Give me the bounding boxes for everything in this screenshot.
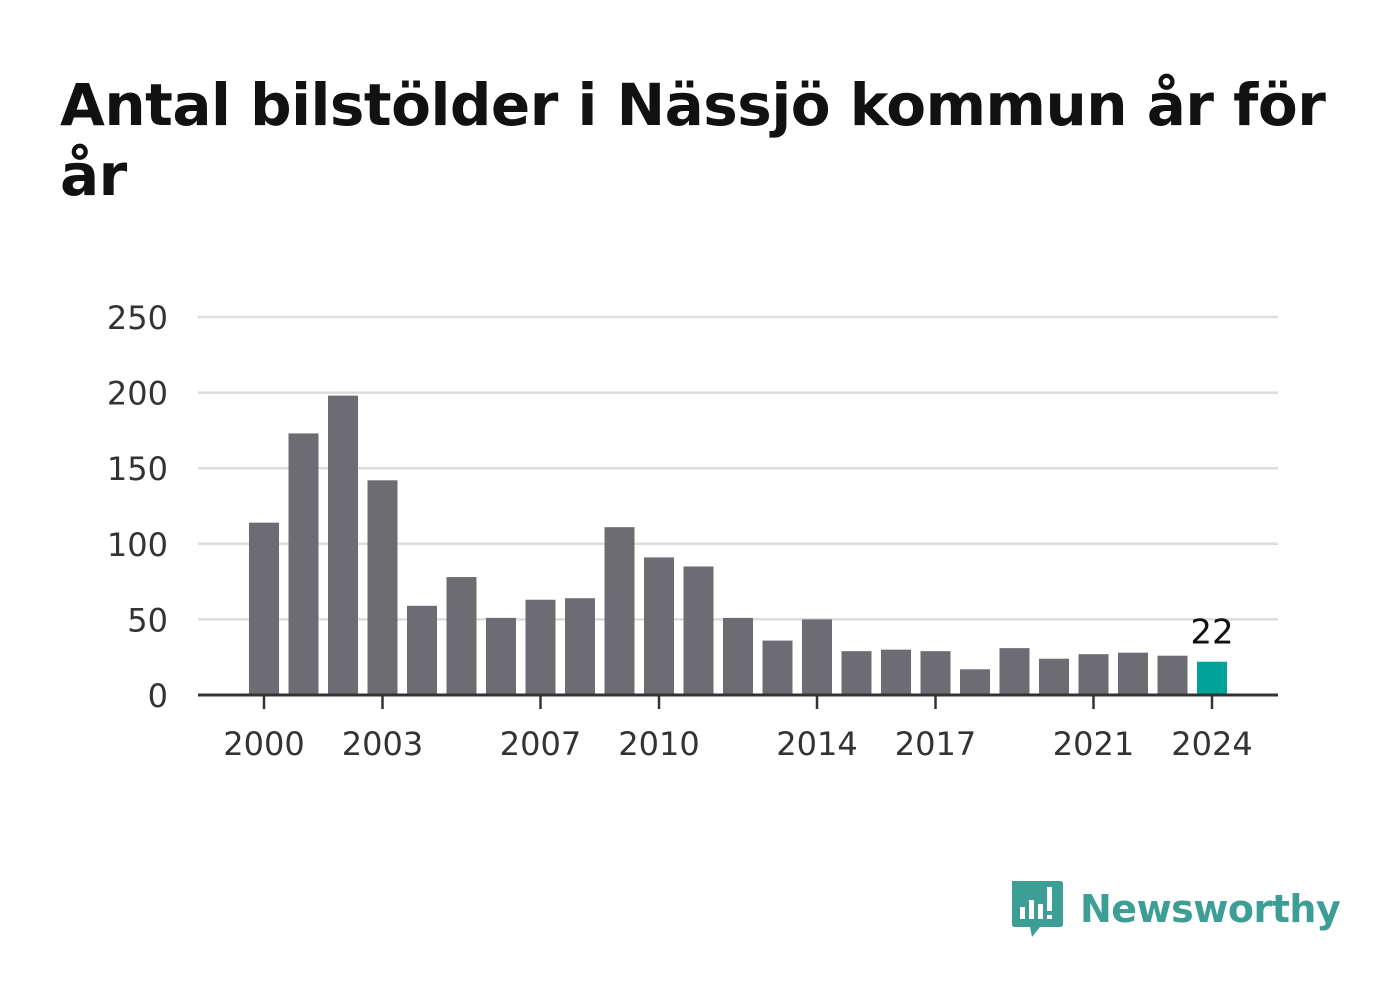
newsworthy-logo-icon [1012,881,1063,937]
bar-2002 [328,395,358,695]
x-tick-label: 2000 [223,725,304,763]
y-tick-label: 0 [148,677,168,715]
y-tick-label: 50 [127,601,168,639]
chart-title: Antal bilstölder i Nässjö kommun år för … [60,71,1326,209]
y-axis-ticks: 0 50 100 150 200 250 [107,299,168,715]
bar-2014 [802,619,832,695]
y-tick-label: 150 [107,450,168,488]
y-tick-label: 100 [107,526,168,564]
x-axis: 2000 2003 2007 2010 2014 2017 2021 2024 [198,693,1278,763]
x-tick-label: 2024 [1171,725,1252,763]
bar-2000 [249,522,279,695]
bar-2012 [723,617,753,695]
bar-2023 [1157,655,1188,695]
highlight-value-label: 22 [1190,613,1233,653]
bars [249,395,1227,695]
bar-2004 [407,605,437,695]
x-tick-label: 2021 [1053,725,1134,763]
bar-2016 [881,649,911,695]
bar-2018 [960,669,990,695]
bar-2021 [1078,654,1109,695]
bar-2024 [1197,661,1227,695]
bar-2013 [762,640,793,695]
bar-2003 [367,480,398,695]
brand-name: Newsworthy [1080,887,1341,931]
x-tick-label: 2010 [618,725,699,763]
y-tick-label: 250 [107,299,168,337]
bar-2005 [446,577,477,695]
bar-2017 [920,651,951,695]
bar-2009 [604,527,635,695]
bar-2019 [999,648,1030,695]
bar-2022 [1118,652,1148,695]
bar-2010 [644,557,674,695]
bar-2001 [288,433,319,695]
x-tick-label: 2003 [342,725,423,763]
bar-2006 [486,617,516,695]
bar-2007 [525,599,556,695]
x-tick-label: 2017 [895,725,976,763]
grid-lines [198,315,1278,621]
bar-2015 [841,651,872,695]
y-tick-label: 200 [107,375,168,413]
data-labels: 22 [1190,613,1233,653]
x-tick-label: 2007 [500,725,581,763]
bar-2008 [565,598,595,695]
bar-2011 [683,566,714,695]
bar-2020 [1039,658,1069,695]
x-tick-label: 2014 [776,725,857,763]
newsworthy-logo: Newsworthy [1010,878,1341,940]
